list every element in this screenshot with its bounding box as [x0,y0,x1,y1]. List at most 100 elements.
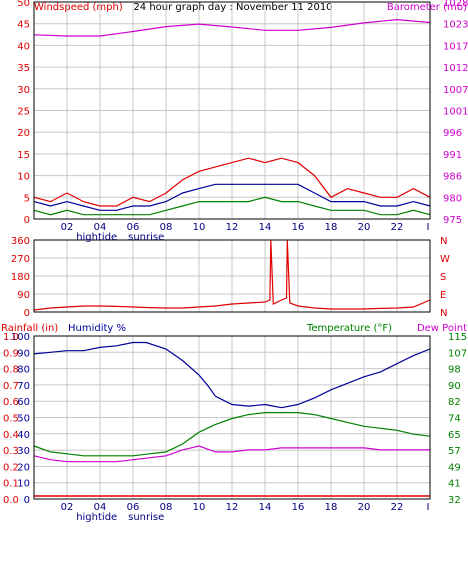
hour-tick-label: 10 [193,502,206,513]
humidity-tick-label: 0 [24,495,30,506]
humidity-tick-label: 90 [17,348,30,359]
barometer-tick-label: 980 [443,193,462,204]
barometer-tick-label: 1012 [443,63,468,74]
dew-point-axis-title: Dew Point [417,323,467,334]
wind-tick-label: 5 [24,193,30,204]
barometer-axis-title: Barometer (mb) [387,2,467,13]
rainfall-tick-label: 0.9 [3,348,19,359]
hour-tick-label: 12 [226,502,239,513]
barometer-tick-label: 991 [443,150,462,161]
rainfall-tick-label: 0.1 [3,479,19,490]
grid-layer [34,2,430,499]
humidity-tick-label: 100 [11,332,30,343]
compass-tick-label: W [440,254,450,265]
event-label-sunrise: sunrise [128,232,164,243]
panel-frame [33,335,431,500]
series-layer [33,18,431,497]
compass-tick-label: N [440,236,447,247]
direction-tick-label: 90 [17,290,30,301]
barometer-tick-label: 1028 [443,0,468,9]
temperature-tick-label: 82 [448,397,461,408]
hour-tick-label: 14 [259,222,272,233]
hour-tick-label: 22 [391,502,404,513]
temperature-tick-label: 57 [448,446,461,457]
humidity-tick-label: 20 [17,462,30,473]
rainfall-tick-label: 0.0 [3,495,19,506]
temperature-tick-label: 98 [448,365,461,376]
temperature-tick-label: 41 [448,479,461,490]
hour-tick-label: 04 [94,502,107,513]
barometer-tick-label: 1007 [443,85,468,96]
rainfall-axis-title: Rainfall (in) [1,323,58,334]
hour-tick-label: 06 [127,502,140,513]
windspeed-axis-title: Windspeed (mph) [34,2,123,13]
event-label-hightide: hightide [76,232,117,243]
end-tick-label: I [427,502,430,513]
humidity-axis-title: Humidity % [68,323,126,334]
hour-tick-label: 20 [358,502,371,513]
rainfall-tick-label: 1.0 [3,332,19,343]
panel-frame [33,1,431,220]
rainfall-tick-label: 0.6 [3,397,19,408]
humidity-tick-label: 80 [17,365,30,376]
direction-tick-label: 180 [11,272,30,283]
hour-tick-label: 08 [160,502,173,513]
temperature-tick-label: 74 [448,414,461,425]
humidity-tick-label: 40 [17,430,30,441]
series-temperature [33,412,431,457]
rainfall-tick-label: 0.4 [3,430,19,441]
end-tick-label: I [427,222,430,233]
temperature-axis-title: Temperature (°F) [306,323,392,334]
compass-tick-label: S [440,272,446,283]
hour-tick-label: 14 [259,502,272,513]
series-wind-gust [33,157,431,207]
panel-frame [33,239,431,313]
barometer-tick-label: 986 [443,172,462,183]
barometer-tick-label: 1023 [443,20,468,31]
rainfall-tick-label: 0.3 [3,446,19,457]
hour-tick-label: 18 [325,222,338,233]
hour-tick-label: 22 [391,222,404,233]
hour-tick-label: 18 [325,502,338,513]
humidity-tick-label: 70 [17,381,30,392]
humidity-tick-label: 10 [17,479,30,490]
barometer-tick-label: 975 [443,215,462,226]
direction-tick-label: 0 [24,308,30,319]
barometer-tick-label: 1017 [443,41,468,52]
compass-tick-label: E [440,290,446,301]
wind-tick-label: 35 [17,63,30,74]
compass-tick-label: N [440,308,447,319]
hour-tick-label: 10 [193,222,206,233]
series-direction [33,239,431,311]
rainfall-tick-label: 0.5 [3,414,19,425]
hour-tick-label: 20 [358,222,371,233]
rainfall-tick-label: 0.2 [3,462,19,473]
direction-tick-label: 270 [11,254,30,265]
series-wind-avg [33,183,431,211]
temperature-tick-label: 65 [448,430,461,441]
wind-tick-label: 40 [17,41,30,52]
hour-tick-label: 16 [292,502,305,513]
frames-layer [33,1,431,500]
series-wind-min [33,196,431,216]
hour-tick-label: 04 [94,222,107,233]
temperature-tick-label: 32 [448,495,461,506]
wind-tick-label: 25 [17,107,30,118]
hour-tick-label: 06 [127,222,140,233]
wind-tick-label: 30 [17,85,30,96]
temperature-tick-label: 107 [448,348,467,359]
hour-tick-label: 16 [292,222,305,233]
temperature-tick-label: 115 [448,332,467,343]
wind-tick-label: 45 [17,20,30,31]
humidity-tick-label: 50 [17,414,30,425]
rainfall-tick-label: 0.8 [3,365,19,376]
wind-tick-label: 50 [17,0,30,9]
graph-title: 24 hour graph day : November 11 2010 [133,2,332,13]
wind-tick-label: 0 [24,215,30,226]
series-barometer [33,18,431,37]
wind-tick-label: 15 [17,150,30,161]
series-dew-point [33,445,430,463]
rainfall-tick-label: 0.7 [3,381,19,392]
